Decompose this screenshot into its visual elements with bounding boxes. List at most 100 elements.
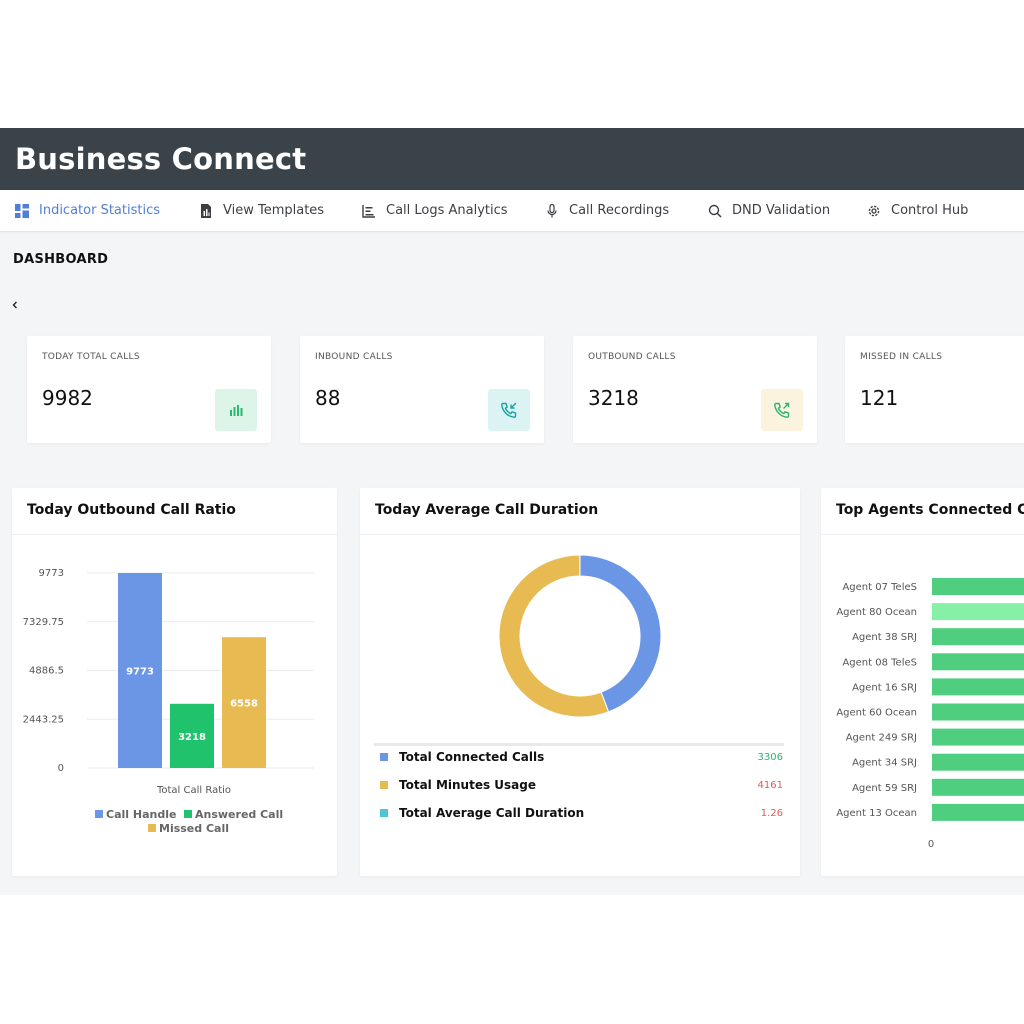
y-tick-label: 0 [58, 763, 64, 774]
bar[interactable] [118, 573, 162, 768]
stat-label: INBOUND CALLS [315, 352, 393, 362]
legend-value: 1.26 [760, 807, 783, 819]
nav-label: View Templates [223, 203, 325, 218]
x-axis-label: Total Call Ratio [156, 785, 231, 796]
page-title: DASHBOARD [13, 252, 109, 267]
agent-bar[interactable] [932, 703, 1024, 721]
nav-label: Indicator Statistics [39, 203, 161, 218]
legend-item[interactable]: Missed Call [148, 822, 229, 835]
nav-item-call-recordings[interactable]: Call Recordings [545, 190, 669, 231]
legend-item[interactable]: Answered Call [184, 808, 283, 821]
nav-item-view-templates[interactable]: View Templates [199, 190, 324, 231]
stat-label: TODAY TOTAL CALLS [42, 352, 140, 362]
main-nav: Indicator Statistics View Templates Call… [0, 190, 1024, 232]
stat-icon-box [215, 389, 257, 431]
agent-label: Agent 59 SRJ [852, 783, 917, 794]
legend-item[interactable]: Call Handle [95, 808, 176, 821]
panel-title: Today Average Call Duration [375, 502, 599, 518]
stat-value: 121 [860, 386, 899, 410]
app-header: Business Connect [0, 128, 1024, 190]
legend-swatch [148, 824, 156, 832]
agent-label: Agent 80 Ocean [836, 607, 917, 618]
bar[interactable] [222, 637, 266, 768]
stat-label: OUTBOUND CALLS [588, 352, 676, 362]
x-tick-label: 0 [928, 839, 934, 850]
donut-slice[interactable] [579, 554, 662, 713]
legend-label: Total Average Call Duration [399, 806, 585, 820]
legend-swatch [380, 753, 388, 761]
agent-bar[interactable] [932, 778, 1024, 796]
y-tick-label: 9773 [39, 568, 64, 579]
list-chart-icon [362, 204, 375, 218]
agent-label: Agent 08 TeleS [842, 657, 917, 668]
legend-value: 4161 [757, 779, 783, 791]
agent-bar[interactable] [932, 603, 1024, 621]
panel-divider [821, 534, 1024, 535]
nav-label: Control Hub [891, 203, 969, 218]
legend-item-connected-calls: Total Connected Calls 3306 [380, 747, 783, 767]
nav-item-indicator-statistics[interactable]: Indicator Statistics [15, 190, 160, 231]
agent-bar[interactable] [932, 753, 1024, 771]
legend-divider [374, 743, 784, 746]
y-tick-label: 2443.25 [23, 714, 64, 725]
outbound-ratio-chart: 9773 7329.75 4886.5 2443.25 0 9773 3218 6558 To… [23, 568, 314, 835]
stat-value: 3218 [588, 386, 639, 410]
stat-label: MISSED IN CALLS [860, 352, 943, 362]
agent-label: Agent 249 SRJ [846, 733, 917, 744]
panel-outbound-call-ratio: Today Outbound Call Ratio 9773 7329.75 488… [12, 488, 337, 876]
stat-card-inbound-calls: INBOUND CALLS 88 [300, 336, 544, 443]
agent-bar[interactable] [932, 728, 1024, 746]
call-duration-donut-chart [498, 554, 662, 718]
bar-chart-icon [230, 405, 243, 416]
app-window: Business Connect Indicator Statistics Vi… [0, 128, 1024, 895]
nav-label: Call Logs Analytics [386, 203, 508, 218]
chevron-left-icon [12, 301, 17, 309]
legend-label: Total Minutes Usage [399, 778, 537, 792]
legend-label: Answered Call [195, 808, 283, 821]
gear-icon [868, 205, 880, 216]
microphone-icon [547, 203, 557, 217]
y-tick-label: 7329.75 [23, 617, 64, 628]
agent-bar[interactable] [932, 628, 1024, 646]
data-label: 3218 [178, 732, 206, 743]
nav-label: DND Validation [732, 203, 831, 218]
stat-value: 88 [315, 386, 341, 410]
legend-label: Call Handle [106, 808, 176, 821]
legend-value: 3306 [757, 751, 783, 763]
legend-swatch [380, 809, 388, 817]
stat-card-today-total-calls: TODAY TOTAL CALLS 9982 [27, 336, 271, 443]
legend-swatch [380, 781, 388, 789]
legend-swatch [95, 810, 103, 818]
back-button[interactable] [11, 298, 19, 312]
agent-label: Agent 13 Ocean [836, 808, 917, 819]
stat-icon-box [488, 389, 530, 431]
agent-label: Agent 34 SRJ [852, 758, 917, 769]
search-icon [708, 204, 722, 218]
stat-card-outbound-calls: OUTBOUND CALLS 3218 [573, 336, 817, 443]
panel-average-call-duration: Today Average Call Duration Total Connec… [360, 488, 800, 876]
nav-item-dnd-validation[interactable]: DND Validation [708, 190, 830, 231]
agent-label: Agent 60 Ocean [836, 708, 917, 719]
legend-item-minutes-usage: Total Minutes Usage 4161 [380, 775, 783, 795]
agent-bar[interactable] [932, 578, 1024, 595]
legend-label: Missed Call [159, 822, 229, 835]
nav-item-control-hub[interactable]: Control Hub [867, 190, 968, 231]
legend-label: Total Connected Calls [399, 750, 545, 764]
donut-slice[interactable] [498, 554, 610, 718]
panel-divider [12, 534, 337, 535]
nav-label: Call Recordings [569, 203, 670, 218]
agent-bar[interactable] [932, 803, 1024, 821]
agent-bar[interactable] [932, 653, 1024, 671]
panel-divider [360, 534, 800, 535]
data-label: 6558 [230, 699, 258, 710]
y-tick-label: 4886.5 [29, 666, 64, 677]
agent-bar[interactable] [932, 678, 1024, 696]
top-agents-chart: Agent 07 TeleS Agent 80 Ocean Agent 38 SRJ… [836, 578, 1024, 850]
legend-item-average-call-duration: Total Average Call Duration 1.26 [380, 803, 783, 823]
bar[interactable] [170, 703, 214, 768]
panel-top-agents: Top Agents Connected Ca Agent 07 TeleS Ag… [821, 488, 1024, 876]
nav-item-call-logs-analytics[interactable]: Call Logs Analytics [362, 190, 508, 231]
agent-label: Agent 16 SRJ [852, 682, 917, 693]
stat-icon-box [761, 389, 803, 431]
panel-title: Top Agents Connected Ca [836, 502, 1024, 518]
